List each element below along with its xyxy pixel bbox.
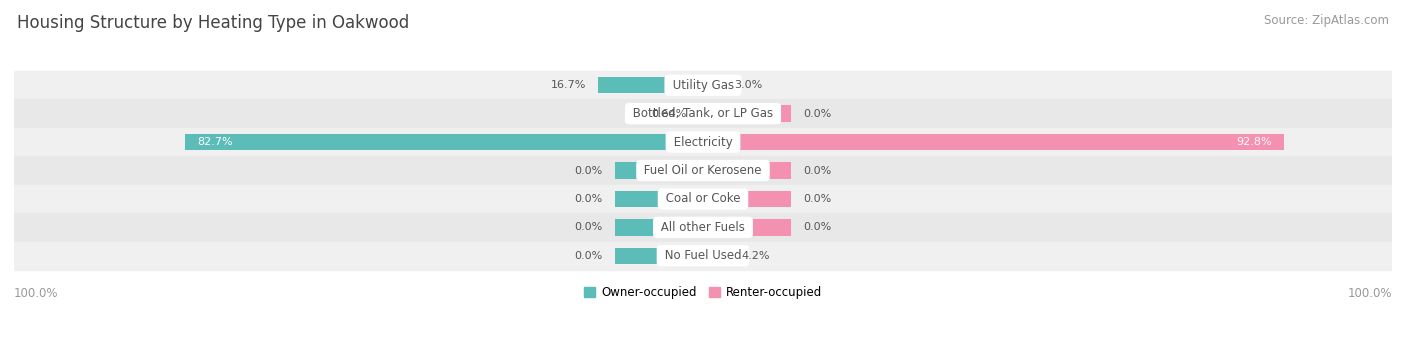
Bar (703, 162, 790, 179)
Text: 0.0%: 0.0% (803, 109, 831, 119)
Text: Source: ZipAtlas.com: Source: ZipAtlas.com (1264, 14, 1389, 27)
Bar (616, 191, 703, 207)
Bar (186, 134, 703, 150)
Text: 92.8%: 92.8% (1236, 137, 1271, 147)
Text: Housing Structure by Heating Type in Oakwood: Housing Structure by Heating Type in Oak… (17, 14, 409, 32)
Text: 0.0%: 0.0% (803, 194, 831, 204)
Bar (14, 128, 1392, 156)
Text: 16.7%: 16.7% (551, 80, 586, 90)
Bar (616, 219, 703, 236)
Text: 0.0%: 0.0% (575, 222, 603, 232)
Text: 0.0%: 0.0% (803, 165, 831, 176)
Text: 100.0%: 100.0% (14, 287, 59, 300)
Bar (703, 248, 730, 264)
Bar (599, 77, 703, 93)
Bar (14, 241, 1392, 270)
Text: All other Fuels: All other Fuels (657, 221, 749, 234)
Text: 0.0%: 0.0% (803, 222, 831, 232)
Text: Utility Gas: Utility Gas (669, 79, 737, 92)
Text: 4.2%: 4.2% (742, 251, 770, 261)
Text: 82.7%: 82.7% (198, 137, 233, 147)
Text: Electricity: Electricity (669, 136, 737, 149)
Text: 0.0%: 0.0% (575, 165, 603, 176)
Bar (14, 156, 1392, 185)
Text: Coal or Coke: Coal or Coke (662, 192, 744, 205)
Bar (703, 191, 790, 207)
Bar (14, 213, 1392, 241)
Bar (14, 185, 1392, 213)
Bar (14, 71, 1392, 100)
Text: 3.0%: 3.0% (734, 80, 762, 90)
Bar (616, 162, 703, 179)
Bar (699, 105, 703, 122)
Text: No Fuel Used: No Fuel Used (661, 249, 745, 262)
Text: Bottled, Tank, or LP Gas: Bottled, Tank, or LP Gas (628, 107, 778, 120)
Text: 0.64%: 0.64% (651, 109, 686, 119)
Legend: Owner-occupied, Renter-occupied: Owner-occupied, Renter-occupied (579, 281, 827, 304)
Text: 100.0%: 100.0% (1347, 287, 1392, 300)
Text: Fuel Oil or Kerosene: Fuel Oil or Kerosene (640, 164, 766, 177)
Bar (14, 100, 1392, 128)
Bar (703, 105, 790, 122)
Bar (703, 219, 790, 236)
Text: 0.0%: 0.0% (575, 251, 603, 261)
Bar (616, 248, 703, 264)
Text: 0.0%: 0.0% (575, 194, 603, 204)
Bar (703, 77, 721, 93)
Bar (703, 134, 1284, 150)
